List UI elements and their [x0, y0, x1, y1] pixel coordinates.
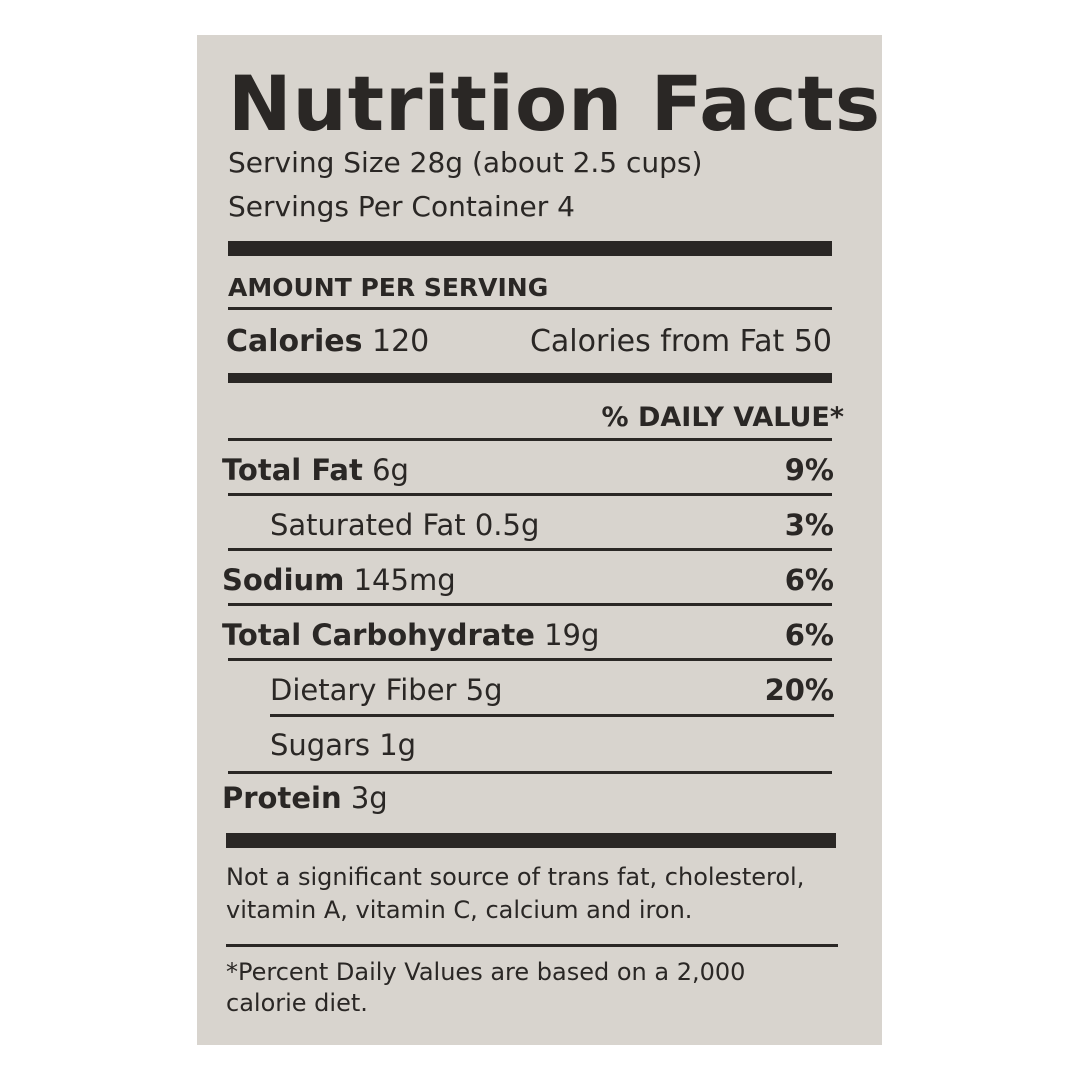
nutrient-amount: 19g [544, 618, 600, 652]
servings-per-container: Servings Per Container 4 [228, 190, 575, 223]
divider-thick [226, 833, 836, 848]
divider [228, 658, 832, 661]
nutrient-amount: 145mg [353, 563, 456, 597]
divider [228, 603, 832, 606]
nutrient-dv: 20% [764, 673, 834, 707]
nutrient-label: Total Fat [222, 453, 363, 487]
nutrient-label: Sodium [222, 563, 345, 597]
divider-thick [228, 373, 832, 383]
nutrient-row-total-carbohydrate: Total Carbohydrate 19g 6% [222, 617, 834, 653]
nutrition-label-panel [197, 35, 882, 1045]
nutrient-label: Dietary Fiber [270, 673, 457, 707]
nutrient-amount: 0.5g [474, 508, 540, 542]
label-title: Nutrition Facts [228, 59, 882, 148]
nutrient-amount: 3g [350, 781, 388, 815]
nutrient-dv: 3% [784, 508, 834, 542]
divider [228, 771, 832, 774]
daily-value-header: % DAILY VALUE* [601, 402, 844, 433]
divider [270, 714, 834, 717]
nutrient-row-saturated-fat: Saturated Fat 0.5g 3% [222, 507, 834, 543]
calories-label: Calories [226, 324, 363, 359]
divider [228, 438, 832, 441]
nutrient-dv: 6% [784, 563, 834, 597]
calories-row: Calories 120 [226, 323, 429, 361]
nutrient-label: Saturated Fat [270, 508, 466, 542]
nutrient-row-sugars: Sugars 1g [222, 727, 834, 763]
nutrient-amount: 5g [465, 673, 503, 707]
nutrient-label: Protein [222, 781, 342, 815]
divider [226, 944, 838, 947]
divider [228, 548, 832, 551]
footnote-trans-fat-line-1: Not a significant source of trans fat, c… [226, 863, 805, 891]
divider-thick [228, 241, 832, 256]
divider [228, 493, 832, 496]
footnote-daily-values-line-2: calorie diet. [226, 989, 368, 1017]
nutrient-dv: 9% [784, 453, 834, 487]
nutrient-label: Sugars [270, 728, 370, 762]
nutrient-amount: 1g [379, 728, 417, 762]
nutrient-dv: 6% [784, 618, 834, 652]
footnote-trans-fat-line-2: vitamin A, vitamin C, calcium and iron. [226, 896, 693, 924]
footnote-daily-values-line-1: *Percent Daily Values are based on a 2,0… [226, 958, 746, 986]
calories-value: 120 [371, 324, 430, 359]
amount-per-serving: AMOUNT PER SERVING [228, 273, 549, 302]
nutrient-row-dietary-fiber: Dietary Fiber 5g 20% [222, 672, 834, 708]
nutrient-label: Total Carbohydrate [222, 618, 535, 652]
calories-from-fat: Calories from Fat 50 [529, 324, 832, 359]
divider [228, 307, 832, 310]
nutrient-row-total-fat: Total Fat 6g 9% [222, 452, 834, 488]
nutrient-row-protein: Protein 3g [222, 780, 834, 816]
nutrient-row-sodium: Sodium 145mg 6% [222, 562, 834, 598]
nutrient-amount: 6g [372, 453, 409, 487]
serving-size: Serving Size 28g (about 2.5 cups) [228, 146, 703, 179]
